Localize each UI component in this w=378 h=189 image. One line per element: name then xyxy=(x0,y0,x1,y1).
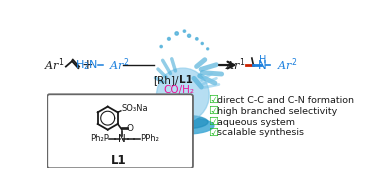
Text: PPh₂: PPh₂ xyxy=(140,134,159,143)
Text: ☑: ☑ xyxy=(208,117,218,127)
Text: H$_2$N: H$_2$N xyxy=(76,58,98,72)
Circle shape xyxy=(183,30,186,32)
Circle shape xyxy=(195,38,198,40)
Text: H: H xyxy=(259,55,266,65)
Ellipse shape xyxy=(156,68,209,122)
Text: L1: L1 xyxy=(179,75,193,85)
Text: Ar$^2$: Ar$^2$ xyxy=(109,57,130,73)
Text: O: O xyxy=(127,124,134,133)
Text: [Rh]/: [Rh]/ xyxy=(153,75,179,85)
Text: Ar$^1$: Ar$^1$ xyxy=(225,57,246,73)
Text: high branched selectivity: high branched selectivity xyxy=(217,107,337,116)
Ellipse shape xyxy=(158,115,208,129)
Text: ☑: ☑ xyxy=(208,128,218,138)
FancyBboxPatch shape xyxy=(47,94,193,168)
Text: aqueous system: aqueous system xyxy=(217,118,295,126)
Text: ☑: ☑ xyxy=(208,106,218,116)
Circle shape xyxy=(167,37,170,40)
Text: L1: L1 xyxy=(111,154,126,167)
Ellipse shape xyxy=(152,117,214,134)
Text: SO₃Na: SO₃Na xyxy=(121,104,148,113)
Text: +: + xyxy=(82,58,93,72)
Ellipse shape xyxy=(163,69,203,114)
Text: Ar$^2$: Ar$^2$ xyxy=(277,57,297,73)
Text: Ph₂P: Ph₂P xyxy=(90,134,109,143)
Text: scalable synthesis: scalable synthesis xyxy=(217,128,304,137)
Circle shape xyxy=(201,42,203,45)
Text: ☑: ☑ xyxy=(208,95,218,105)
Circle shape xyxy=(160,45,162,48)
Text: N: N xyxy=(118,134,125,144)
Circle shape xyxy=(187,34,191,37)
Text: N: N xyxy=(258,59,267,71)
Circle shape xyxy=(207,48,209,50)
Circle shape xyxy=(175,32,178,35)
Text: direct C-C and C-N formation: direct C-C and C-N formation xyxy=(217,96,354,105)
Text: H₂O: H₂O xyxy=(169,95,189,105)
Text: Ar$^1$: Ar$^1$ xyxy=(44,57,64,73)
Text: CO/H₂: CO/H₂ xyxy=(164,85,195,95)
